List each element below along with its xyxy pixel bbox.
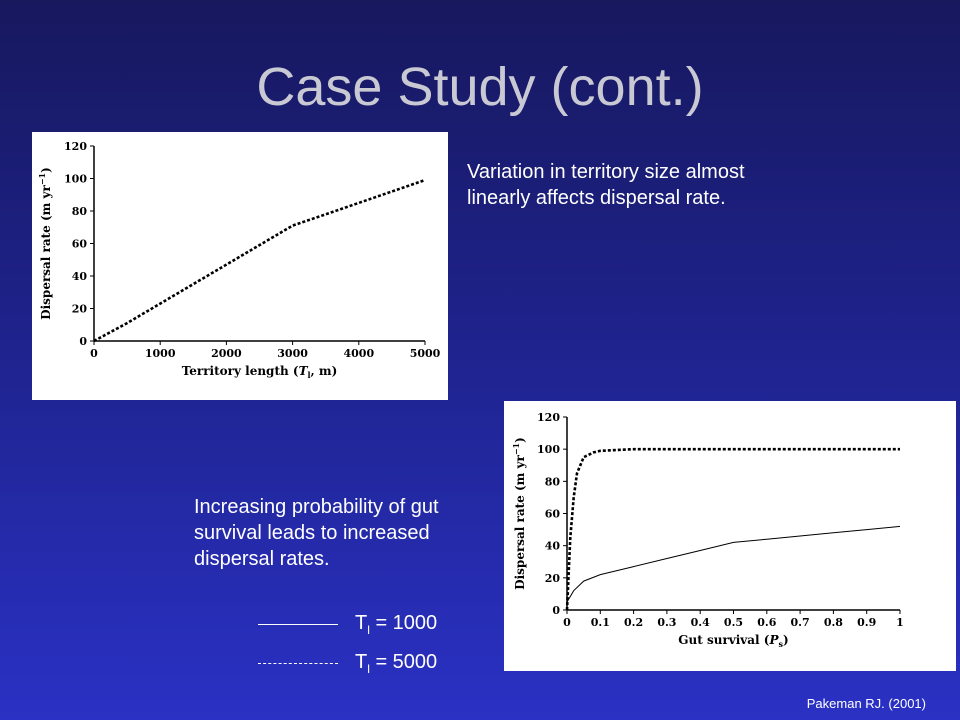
x-tick-label: 0.5 [724,616,743,629]
caption-gut-survival: Increasing probability of gut survival l… [194,496,439,570]
territory-length-chart-svg: 0 20 40 60 80 100 120 0 1000 2000 3000 4000 5000 Terr… [37,140,441,380]
legend-entry-5000: Tl = 5000 [258,649,478,679]
y-axis-label: Dispersal rate (m yr−1) [511,437,527,590]
y-tick-label: 80 [72,205,88,218]
gut-survival-chart-svg: 0 20 40 60 80 100 120 0 0.1 0.2 0.3 0.4 0.5 0.6 0.7 0.8… [511,411,904,649]
series-line-dashed [93,178,426,343]
y-tick-label: 40 [545,540,561,553]
x-tick-label: 0.9 [857,616,876,629]
x-tick-label: 3000 [277,347,308,360]
y-axis-label: Dispersal rate (m yr−1) [37,167,53,320]
y-tick-label: 0 [79,335,87,348]
x-axis-label: Gut survival (Ps) [678,633,788,649]
x-tick-label: 2000 [211,347,242,360]
x-tick-label: 0.4 [691,616,710,629]
caption-territory: Variation in territory size almost linea… [467,161,745,209]
y-tick-label: 60 [72,238,88,251]
citation: Pakeman RJ. (2001) [806,696,926,711]
x-tick-label: 1 [896,616,904,629]
x-tick-label: 4000 [343,347,374,360]
x-tick-label: 0.6 [757,616,776,629]
series-line-solid [566,525,901,603]
y-tick-label: 20 [545,572,561,585]
series-line-dashed [565,447,900,611]
y-tick-label: 100 [537,443,560,456]
x-tick-label: 0.7 [791,616,810,629]
y-tick-label: 0 [552,604,560,617]
territory-length-chart: 0 20 40 60 80 100 120 0 1000 2000 3000 4000 5000 Terr… [32,132,448,400]
y-tick-label: 120 [537,411,560,424]
legend-entry-1000: Tl = 1000 [258,610,478,640]
x-tick-label: 0.3 [657,616,676,629]
y-tick-label: 40 [72,270,88,283]
y-tick-label: 80 [545,475,561,488]
x-tick-label: 1000 [145,347,176,360]
y-tick-label: 100 [64,173,87,186]
y-tick-label: 60 [545,508,561,521]
slide-title: Case Study (cont.) [256,57,704,117]
x-tick-label: 5000 [410,347,441,360]
y-tick-label: 120 [64,140,87,153]
x-tick-label: 0.2 [624,616,643,629]
x-tick-label: 0.1 [591,616,610,629]
legend-dashed-line [258,663,338,664]
legend-label-5000: Tl = 5000 [355,651,438,676]
legend-label-1000: Tl = 1000 [355,612,438,637]
x-tick-label: 0 [563,616,571,629]
x-tick-label: 0 [90,347,98,360]
x-tick-label: 0.8 [824,616,843,629]
legend-solid-line [258,624,338,625]
y-tick-label: 20 [72,303,88,316]
x-axis-label: Territory length (Tl, m) [182,364,338,380]
gut-survival-chart: 0 20 40 60 80 100 120 0 0.1 0.2 0.3 0.4 0.5 0.6 0.7 0.8… [504,401,956,671]
